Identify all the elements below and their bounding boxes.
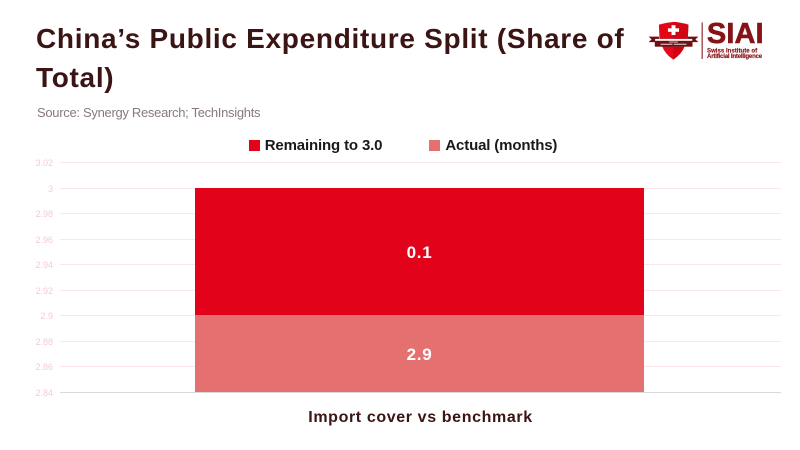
svg-text:Swiss Institute of: Swiss Institute of xyxy=(707,48,758,55)
svg-text:SIAI: SIAI xyxy=(707,18,764,50)
svg-text:Artificial Intelligence: Artificial Intelligence xyxy=(707,53,763,60)
